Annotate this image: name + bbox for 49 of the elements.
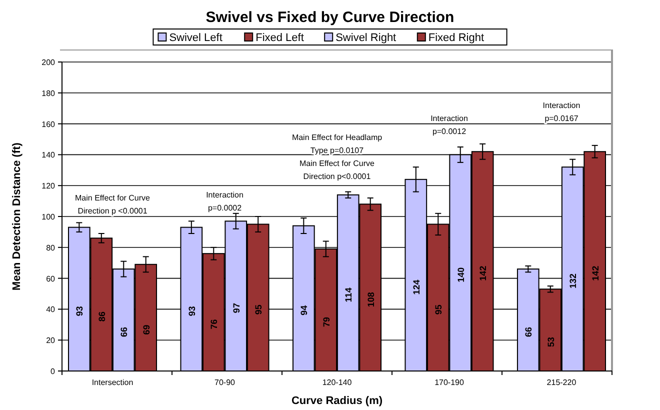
data-label: 140 (456, 267, 466, 282)
x-axis-title: Curve Radius (m) (291, 395, 383, 407)
annotation: Main Effect for Curve Direction p <0.0001 (75, 194, 151, 216)
annotation: Main Effect for Headlamp Type p=0.0107 (292, 133, 383, 156)
x-tick-label: 215-220 (546, 378, 577, 387)
y-tick-label: 80 (46, 243, 56, 252)
y-tick-label: 120 (42, 182, 56, 191)
y-tick-label: 140 (42, 150, 56, 160)
y-axis-title: Mean Detection Distance (ft) (11, 142, 23, 290)
y-tick-label: 200 (42, 58, 56, 67)
y-tick-label: 60 (46, 274, 56, 284)
data-label: 97 (231, 303, 242, 314)
data-label: 114 (344, 288, 354, 302)
y-tick-label: 100 (42, 212, 56, 222)
x-tick-label: 170-190 (434, 378, 464, 387)
data-label: 142 (478, 266, 488, 281)
data-label: 69 (141, 324, 152, 335)
data-label: 142 (590, 266, 600, 281)
annotation: Main Effect for Curve Direction p<0.0001 (300, 159, 376, 182)
data-label: 53 (546, 337, 556, 348)
data-label: 66 (119, 327, 130, 338)
x-tick-label: 70-90 (214, 378, 236, 387)
y-tick-label: 180 (42, 88, 56, 98)
annotation: Interaction p=0.0167 (542, 100, 580, 123)
chart-title: Swivel vs Fixed by Curve Direction (206, 9, 454, 26)
x-tick-label: 120-140 (322, 378, 352, 387)
data-label: 132 (568, 274, 578, 289)
data-label: 95 (434, 304, 444, 315)
data-label: 79 (321, 316, 332, 327)
y-tick-label: 160 (42, 120, 56, 129)
data-label: 124 (411, 280, 422, 295)
data-label: 95 (254, 304, 264, 315)
data-label: 66 (524, 327, 534, 338)
data-label: 108 (366, 292, 376, 308)
data-label: 94 (299, 305, 310, 316)
legend-label: Swivel Right (336, 32, 396, 44)
legend-label: Swivel Left (169, 32, 222, 44)
x-tick-label: Intersection (92, 378, 134, 387)
y-tick-label: 40 (46, 305, 56, 314)
y-tick-label: 0 (50, 367, 56, 376)
annotation: Interaction p=0.0002 (206, 190, 244, 213)
y-tick-label: 20 (46, 336, 56, 346)
data-label: 93 (74, 306, 85, 316)
data-label: 93 (186, 306, 197, 316)
legend-label: Fixed Left (256, 32, 304, 44)
data-label: 76 (209, 319, 220, 330)
annotation: Interaction p=0.0012 (430, 114, 468, 136)
data-label: 86 (96, 312, 107, 322)
legend-label: Fixed Right (428, 32, 484, 44)
